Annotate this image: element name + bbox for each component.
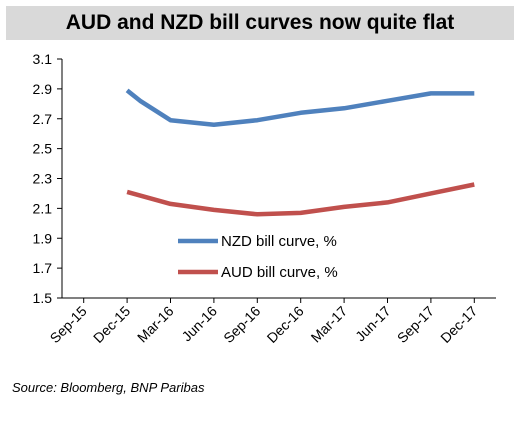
x-tick-label: Mar-16 <box>134 303 177 346</box>
y-tick-label: 2.9 <box>33 81 53 97</box>
x-tick-label: Sep-16 <box>220 303 263 346</box>
y-tick-label: 2.1 <box>33 200 53 216</box>
x-tick-label: Dec-17 <box>437 303 480 346</box>
y-tick-label: 1.7 <box>33 260 53 276</box>
series-line-2 <box>126 182 475 217</box>
y-tick-label: 1.5 <box>33 290 53 306</box>
chart-title: AUD and NZD bill curves now quite flat <box>65 11 455 34</box>
chart-title-bar: AUD and NZD bill curves now quite flat <box>6 6 514 40</box>
series-line-1 <box>125 88 475 127</box>
source-note: Source: Bloomberg, BNP Paribas <box>12 380 205 395</box>
x-tick-label: Dec-16 <box>264 303 307 346</box>
x-tick-label: Jun-17 <box>352 303 394 345</box>
x-tick-label: Mar-17 <box>308 303 351 346</box>
y-tick-label: 3.1 <box>33 51 53 67</box>
x-tick-label: Sep-15 <box>47 303 90 346</box>
x-tick-label: Sep-17 <box>394 303 437 346</box>
y-tick-label: 1.9 <box>33 230 53 246</box>
y-tick-label: 2.5 <box>33 141 53 157</box>
y-tick-label: 2.7 <box>33 111 53 127</box>
x-tick-label: Jun-16 <box>178 303 220 345</box>
y-tick-label: 2.3 <box>33 171 53 187</box>
x-tick-label: Dec-15 <box>90 303 133 346</box>
legend-label-2: AUD bill curve, % <box>221 264 338 281</box>
legend-label-1: NZD bill curve, % <box>221 233 337 250</box>
